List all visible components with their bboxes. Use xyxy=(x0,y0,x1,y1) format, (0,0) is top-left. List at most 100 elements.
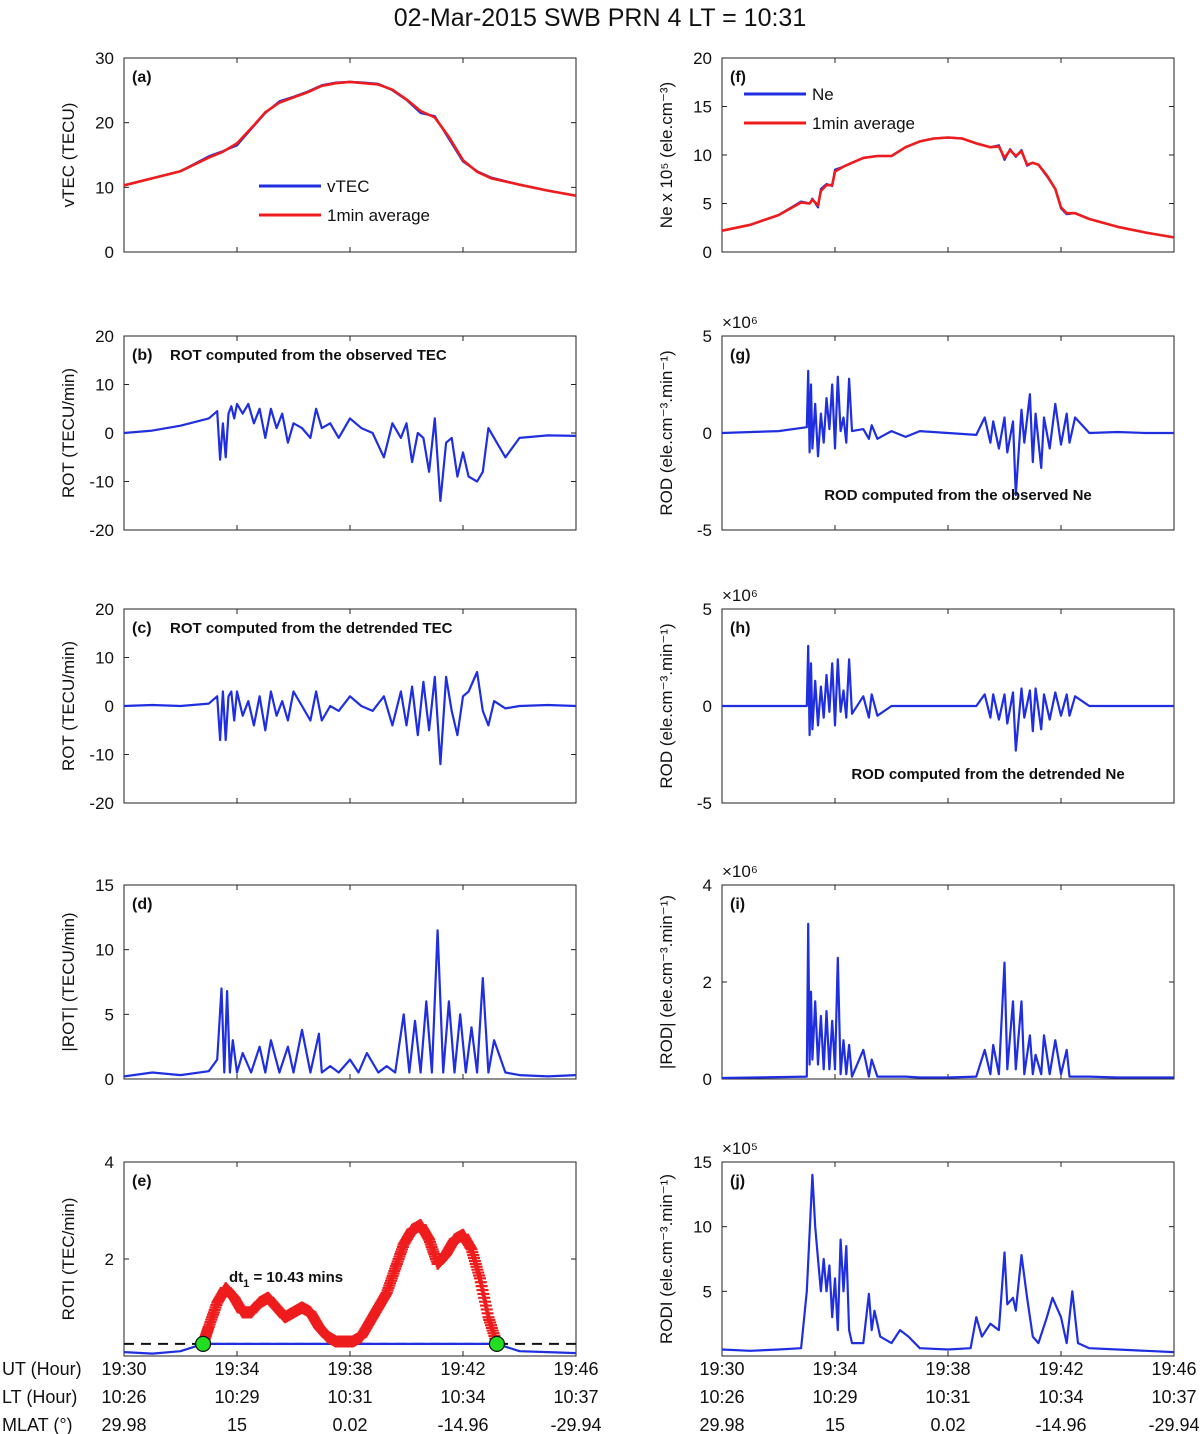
y-tick-label-g-2: 5 xyxy=(703,327,712,346)
y-tick-label-b-2: 0 xyxy=(105,424,114,443)
legend-label-a-0: vTEC xyxy=(327,177,370,196)
time-tick-1-1-4: 10:37 xyxy=(1151,1387,1196,1407)
y-tick-label-a-3: 30 xyxy=(95,49,114,68)
time-tick-1-1-2: 10:31 xyxy=(925,1387,970,1407)
y-tick-label-f-4: 20 xyxy=(693,49,712,68)
axes-frame-d xyxy=(123,884,577,1080)
y-exponent-g: ×10⁶ xyxy=(722,313,758,332)
y-axis-label-d: |ROT| (TECU/min) xyxy=(59,912,78,1051)
y-axis-label-h: ROD (ele.cm⁻³.min⁻¹) xyxy=(657,623,676,788)
panel-label-i: (i) xyxy=(730,896,745,913)
y-tick-label-c-1: -10 xyxy=(89,746,114,765)
legend-label-f-0: Ne xyxy=(812,85,834,104)
data-layer-h xyxy=(722,644,1174,752)
data-layer-e xyxy=(124,1219,576,1355)
y-axis-label-e: ROTI (TEC/min) xyxy=(59,1198,78,1321)
time-tick-1-0-3: 10:34 xyxy=(440,1387,485,1407)
dt-symbol: dt xyxy=(229,1269,243,1286)
y-tick-label-a-1: 10 xyxy=(95,178,114,197)
series-line-f-1 xyxy=(722,136,1174,239)
legend-label-a-1: 1min average xyxy=(327,206,430,225)
axes-frame-j xyxy=(721,1161,1175,1357)
y-tick-label-h-0: -5 xyxy=(697,794,712,813)
panel-e: 2 4 ROTI (TEC/min) (e) dt1 = 10.43 mins xyxy=(59,1153,577,1357)
y-exponent-j: ×10⁵ xyxy=(722,1139,758,1158)
panel-label-g: (g) xyxy=(730,347,750,364)
panel-annotation-h: ROD computed from the detrended Ne xyxy=(851,766,1124,783)
time-row-label-2: MLAT (°) xyxy=(2,1415,73,1434)
dt-value: = 10.43 mins xyxy=(249,1269,343,1286)
time-tick-0-1-2: 19:38 xyxy=(925,1359,970,1379)
y-tick-label-c-2: 0 xyxy=(105,697,114,716)
y-tick-label-b-3: 10 xyxy=(95,376,114,395)
time-tick-1-0-2: 10:31 xyxy=(327,1387,372,1407)
time-tick-2-0-2: 0.02 xyxy=(332,1415,367,1434)
time-tick-0-0-2: 19:38 xyxy=(327,1359,372,1379)
time-row-label-1: LT (Hour) xyxy=(2,1387,77,1407)
series-line-a-1 xyxy=(124,80,576,197)
time-tick-1-0-4: 10:37 xyxy=(553,1387,598,1407)
time-tick-2-0-0: 29.98 xyxy=(101,1415,146,1434)
y-tick-label-j-0: 5 xyxy=(703,1282,712,1301)
y-tick-label-i-0: 0 xyxy=(703,1070,712,1089)
time-tick-2-0-4: -29.94 xyxy=(550,1415,601,1434)
y-exponent-h: ×10⁶ xyxy=(722,586,758,605)
time-axis-labels: UT (Hour) 19:30 19:34 19:38 19:42 19:46 19:30 1… xyxy=(2,1359,1200,1434)
series-line-d-0 xyxy=(124,929,576,1078)
panel-annotation-b: ROT computed from the observed TEC xyxy=(170,347,447,364)
data-layer-a xyxy=(124,80,576,197)
panel-f: 0 5 10 15 20 Ne x 10⁵ (ele.cm⁻³) (f) Ne 1min ave… xyxy=(657,49,1175,262)
y-tick-label-b-1: -10 xyxy=(89,473,114,492)
onset-marker-1 xyxy=(488,1335,505,1352)
y-axis-label-g: ROD (ele.cm⁻³.min⁻¹) xyxy=(657,350,676,515)
y-axis-label-i: |ROD| (ele.cm⁻³.min⁻¹) xyxy=(657,895,676,1069)
data-layer-f xyxy=(722,136,1174,239)
time-tick-2-0-1: 15 xyxy=(227,1415,247,1434)
panel-label-j: (j) xyxy=(730,1173,745,1190)
data-layer-i xyxy=(722,922,1174,1079)
y-axis-label-c: ROT (TECU/min) xyxy=(59,641,78,771)
y-tick-label-e-0: 2 xyxy=(105,1250,114,1269)
time-tick-2-1-2: 0.02 xyxy=(930,1415,965,1434)
time-tick-2-1-1: 15 xyxy=(825,1415,845,1434)
panel-annotation-c: ROT computed from the detrended TEC xyxy=(170,620,453,637)
series-line-h-0 xyxy=(722,644,1174,752)
y-tick-label-a-2: 20 xyxy=(95,114,114,133)
y-tick-label-g-1: 0 xyxy=(703,424,712,443)
data-layer-b xyxy=(124,402,576,502)
time-tick-0-0-1: 19:34 xyxy=(214,1359,259,1379)
y-axis-label-a: vTEC (TECU) xyxy=(59,103,78,208)
onset-marker-0 xyxy=(195,1335,212,1352)
panel-label-e: (e) xyxy=(132,1173,152,1190)
series-line-j-0 xyxy=(722,1173,1174,1354)
time-tick-2-1-3: -14.96 xyxy=(1035,1415,1086,1434)
panel-label-a: (a) xyxy=(132,69,152,86)
y-tick-label-i-1: 2 xyxy=(703,973,712,992)
y-tick-label-f-2: 10 xyxy=(693,146,712,165)
time-tick-1-0-0: 10:26 xyxy=(101,1387,146,1407)
dt-annotation: dt1 = 10.43 mins xyxy=(229,1269,343,1290)
y-tick-label-e-1: 4 xyxy=(105,1153,114,1172)
panel-label-h: (h) xyxy=(730,620,750,637)
series-line-b-0 xyxy=(124,402,576,502)
time-row-label-0: UT (Hour) xyxy=(2,1359,82,1379)
y-tick-label-j-1: 10 xyxy=(693,1218,712,1237)
time-tick-0-1-1: 19:34 xyxy=(812,1359,857,1379)
axes-frame-e xyxy=(123,1161,577,1357)
time-tick-0-1-0: 19:30 xyxy=(699,1359,744,1379)
legend-label-f-1: 1min average xyxy=(812,114,915,133)
y-tick-label-b-0: -20 xyxy=(89,521,114,540)
y-tick-label-a-0: 0 xyxy=(105,243,114,262)
data-layer-d xyxy=(124,929,576,1078)
y-axis-label-f: Ne x 10⁵ (ele.cm⁻³) xyxy=(657,82,676,228)
panel-g: -5 0 5 ROD (ele.cm⁻³.min⁻¹) ×10⁶ (g) ROD compu… xyxy=(657,313,1175,540)
y-tick-label-b-4: 20 xyxy=(95,327,114,346)
data-layer-c xyxy=(124,670,576,766)
y-tick-label-c-3: 10 xyxy=(95,649,114,668)
y-tick-label-f-0: 0 xyxy=(703,243,712,262)
panel-d: 0 5 10 15 |ROT| (TECU/min) (d) xyxy=(59,876,577,1089)
y-tick-label-h-1: 0 xyxy=(703,697,712,716)
time-tick-0-0-3: 19:42 xyxy=(440,1359,485,1379)
